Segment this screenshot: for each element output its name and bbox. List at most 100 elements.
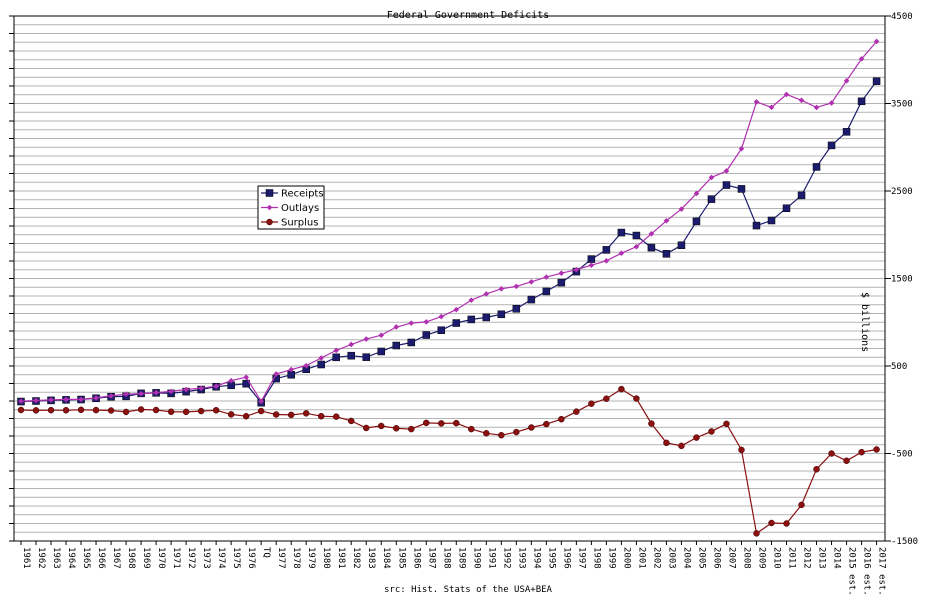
data-point: [543, 274, 550, 280]
data-point: [693, 434, 700, 441]
data-point: [872, 77, 881, 85]
data-point: [63, 396, 69, 403]
data-point: [708, 428, 715, 435]
data-point: [48, 397, 54, 403]
x-tick-label: 1986: [411, 547, 421, 569]
data-point: [467, 315, 476, 324]
data-point: [648, 420, 655, 427]
x-tick-label: 1978: [291, 547, 301, 569]
data-point: [362, 424, 370, 432]
data-point: [588, 262, 595, 268]
x-tick-label: 1993: [516, 547, 526, 569]
x-tick-label: 1982: [351, 547, 361, 569]
data-point: [33, 397, 39, 404]
data-point: [47, 406, 55, 414]
x-tick-label: 2001: [636, 547, 646, 569]
data-point: [588, 400, 595, 407]
data-point: [723, 168, 730, 174]
x-tick-label: 1972: [186, 547, 196, 569]
data-point: [422, 331, 431, 339]
data-point: [228, 377, 234, 384]
data-point: [272, 411, 280, 418]
data-point: [363, 336, 370, 342]
x-tick-label: 1995: [546, 547, 556, 569]
x-tick-label: 2007: [726, 547, 736, 569]
data-point: [738, 446, 745, 454]
series-line: [20, 388, 877, 535]
data-point: [408, 425, 415, 433]
series-layer: [17, 38, 881, 537]
x-tick-label: 2004: [681, 547, 691, 569]
data-point: [678, 206, 685, 212]
x-tick-label: 2005: [696, 547, 706, 569]
x-tick-label: 2010: [772, 547, 782, 569]
x-tick-label: 2016 est.: [862, 547, 872, 596]
x-tick-label: 1980: [321, 547, 331, 569]
data-point: [318, 355, 324, 361]
data-point: [498, 431, 505, 439]
data-point: [603, 395, 610, 402]
data-point: [377, 347, 385, 356]
data-point: [843, 78, 850, 84]
data-point: [693, 190, 700, 197]
legend-marker: [265, 189, 274, 197]
series-outlays: [18, 38, 880, 405]
data-point: [663, 439, 670, 447]
y-tick-label: 1500: [891, 275, 913, 285]
data-point: [857, 97, 866, 106]
data-point: [828, 100, 835, 106]
data-point: [677, 241, 686, 249]
data-point: [558, 270, 565, 276]
data-point: [423, 319, 430, 325]
x-tick-label: 1998: [591, 547, 601, 569]
series-surplus: [17, 385, 880, 537]
data-point: [198, 385, 204, 392]
data-point: [453, 306, 460, 313]
x-tick-label: 2008: [741, 547, 751, 569]
data-point: [137, 406, 145, 413]
data-point: [78, 396, 84, 403]
data-point: [62, 407, 70, 414]
data-point: [242, 412, 250, 420]
data-point: [423, 419, 430, 427]
data-point: [393, 324, 400, 330]
data-point: [558, 415, 565, 423]
x-tick-label: 1976: [246, 547, 256, 569]
data-point: [332, 353, 340, 362]
x-tick-label: 1992: [501, 547, 511, 569]
data-point: [348, 341, 355, 348]
y-tick-label: -500: [891, 450, 913, 460]
x-tick-label: 1964: [66, 547, 76, 569]
x-tick-label: 1970: [156, 547, 166, 569]
data-point: [17, 406, 25, 414]
data-point: [77, 406, 85, 414]
data-point: [317, 412, 325, 420]
y-tick-label: -1500: [891, 537, 918, 547]
data-point: [18, 398, 24, 404]
y-tick-label: 3500: [891, 100, 913, 110]
data-point: [438, 313, 445, 320]
data-point: [858, 448, 865, 456]
data-point: [243, 374, 249, 380]
x-tick-label: 2012: [802, 547, 812, 569]
data-point: [483, 291, 490, 297]
data-point: [813, 104, 820, 111]
x-tick-label: 1997: [576, 547, 586, 569]
x-tick-label: 1985: [396, 547, 406, 569]
data-point: [842, 128, 851, 136]
data-point: [347, 351, 355, 360]
data-point: [723, 420, 730, 428]
x-tick-label: 1974: [216, 547, 226, 569]
x-tick-label: 1988: [441, 547, 451, 569]
legend-item-outlays: Outlays: [261, 203, 319, 214]
data-point: [197, 407, 205, 415]
data-point: [498, 286, 505, 292]
data-point: [722, 181, 731, 189]
y-tick-label: 2500: [891, 187, 913, 197]
data-point: [873, 446, 880, 453]
chart-title: Federal Government Deficits: [387, 10, 550, 21]
x-tick-label: 2013: [817, 547, 827, 569]
data-point: [168, 388, 174, 395]
data-point: [798, 501, 805, 509]
